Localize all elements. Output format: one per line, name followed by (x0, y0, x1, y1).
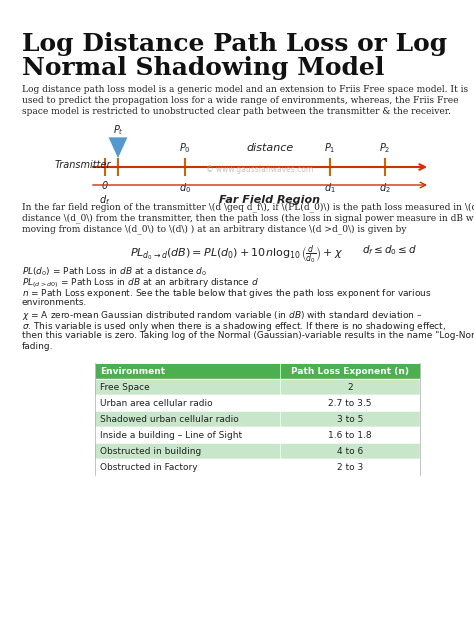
Text: $d_2$: $d_2$ (379, 181, 391, 195)
Text: then this variable is zero. Taking log of the Normal (Gaussian)-variable results: then this variable is zero. Taking log o… (22, 331, 474, 340)
Text: © www.gaussianwaves.com: © www.gaussianwaves.com (206, 164, 314, 174)
Text: $\mathit{\sigma}$. This variable is used only when there is a shadowing effect. : $\mathit{\sigma}$. This variable is used… (22, 320, 447, 333)
Text: 2 to 3: 2 to 3 (337, 463, 363, 471)
Text: Shadowed urban cellular radio: Shadowed urban cellular radio (100, 415, 239, 423)
Text: $\mathit{PL_{(d>d0)}}$ = Path Loss in $\mathit{dB}$ at an arbitrary distance $\m: $\mathit{PL_{(d>d0)}}$ = Path Loss in $\… (22, 276, 259, 290)
FancyBboxPatch shape (95, 379, 420, 395)
Text: moving from distance \(d_0\) to \(d\) ) at an arbitrary distance \(d >d_0\) is g: moving from distance \(d_0\) to \(d\) ) … (22, 224, 407, 234)
FancyBboxPatch shape (95, 363, 420, 379)
Text: $P_0$: $P_0$ (179, 141, 191, 155)
Text: Environment: Environment (100, 367, 165, 375)
Text: $P_t$: $P_t$ (113, 123, 123, 137)
Text: 2.7 to 3.5: 2.7 to 3.5 (328, 399, 372, 408)
Text: used to predict the propagation loss for a wide range of environments, whereas, : used to predict the propagation loss for… (22, 96, 458, 105)
Text: Transmitter: Transmitter (55, 160, 111, 170)
Text: $d_0$: $d_0$ (179, 181, 191, 195)
Text: Free Space: Free Space (100, 382, 150, 391)
Text: 0: 0 (102, 181, 108, 191)
Text: 3 to 5: 3 to 5 (337, 415, 363, 423)
Text: $P_2$: $P_2$ (379, 141, 391, 155)
Text: space model is restricted to unobstructed clear path between the transmitter & t: space model is restricted to unobstructe… (22, 107, 451, 116)
Polygon shape (108, 137, 128, 159)
Text: Log Distance Path Loss or Log: Log Distance Path Loss or Log (22, 32, 447, 56)
Text: fading.: fading. (22, 342, 54, 351)
Text: Urban area cellular radio: Urban area cellular radio (100, 399, 213, 408)
Text: $d_1$: $d_1$ (324, 181, 336, 195)
Text: Inside a building – Line of Sight: Inside a building – Line of Sight (100, 430, 242, 439)
Text: $d_f \leq d_0 \leq d$: $d_f \leq d_0 \leq d$ (363, 243, 418, 257)
Text: 1.6 to 1.8: 1.6 to 1.8 (328, 430, 372, 439)
Text: environments.: environments. (22, 298, 87, 307)
Text: Log distance path loss model is a generic model and an extension to Friis Free s: Log distance path loss model is a generi… (22, 85, 468, 94)
Text: Path Loss Exponent (n): Path Loss Exponent (n) (291, 367, 409, 375)
Text: distance: distance (246, 143, 293, 153)
Text: In the far field region of the transmitter \(d \geq d_f\), if \(PL(d_0)\) is the: In the far field region of the transmitt… (22, 202, 474, 212)
Text: $\mathit{n}$ = Path Loss exponent. See the table below that gives the path loss : $\mathit{n}$ = Path Loss exponent. See t… (22, 287, 431, 300)
Text: Obstructed in building: Obstructed in building (100, 446, 201, 456)
Text: Far Field Region: Far Field Region (219, 195, 320, 205)
FancyBboxPatch shape (95, 443, 420, 459)
Text: $\mathit{PL(d_0)}$ = Path Loss in $\mathit{dB}$ at a distance $\mathit{d_0}$: $\mathit{PL(d_0)}$ = Path Loss in $\math… (22, 265, 207, 277)
Text: distance \(d_0\) from the transmitter, then the path loss (the loss in signal po: distance \(d_0\) from the transmitter, t… (22, 213, 474, 223)
Text: $\mathit{\chi}$ = A zero-mean Gaussian distributed random variable (in $\mathit{: $\mathit{\chi}$ = A zero-mean Gaussian d… (22, 309, 422, 322)
FancyBboxPatch shape (95, 427, 420, 443)
Text: $d_f$: $d_f$ (99, 193, 111, 207)
Text: 4 to 6: 4 to 6 (337, 446, 363, 456)
Text: $P_1$: $P_1$ (324, 141, 336, 155)
Text: Obstructed in Factory: Obstructed in Factory (100, 463, 198, 471)
FancyBboxPatch shape (95, 411, 420, 427)
Text: 2: 2 (347, 382, 353, 391)
Text: $PL_{d_0 \rightarrow d}(dB) = PL(d_0) + 10n\log_{10}\left(\frac{d}{d_0}\right) +: $PL_{d_0 \rightarrow d}(dB) = PL(d_0) + … (130, 243, 344, 265)
FancyBboxPatch shape (95, 395, 420, 411)
Text: Normal Shadowing Model: Normal Shadowing Model (22, 56, 384, 80)
FancyBboxPatch shape (95, 459, 420, 475)
